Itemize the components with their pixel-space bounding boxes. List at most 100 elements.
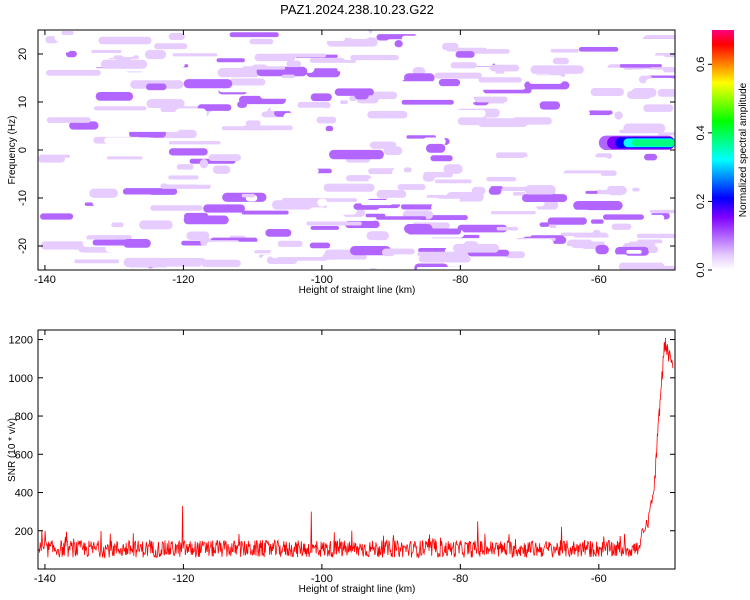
spectrogram-cell xyxy=(365,213,386,218)
spectrogram-cell xyxy=(309,242,331,249)
figure-title: PAZ1.2024.238.10.23.G22 xyxy=(280,2,434,17)
spectrogram-cell xyxy=(621,78,632,87)
spectrogram-cell xyxy=(332,205,358,215)
spectrogram-cell xyxy=(401,99,454,105)
spectrogram-cell xyxy=(100,59,148,69)
spectrogram-cell xyxy=(316,116,337,124)
spectrogram-cell xyxy=(123,257,168,267)
spectrogram-cell xyxy=(229,32,279,38)
spectrogram-cell xyxy=(578,47,619,52)
spectrogram-cell xyxy=(265,228,292,237)
spectrogram-cell xyxy=(529,103,540,110)
spectrogram-cell xyxy=(122,188,178,195)
spectrogram-cell xyxy=(453,244,500,253)
spectrogram-cell xyxy=(550,160,582,166)
spectrogram-cell xyxy=(468,171,510,177)
spectrogram-cell xyxy=(512,239,539,247)
spectrogram-cell xyxy=(40,213,74,220)
spectrogram-cell xyxy=(505,235,518,240)
spectrogram-cell xyxy=(85,116,112,121)
spectrogram-cell xyxy=(269,249,324,259)
spectrogram-cell xyxy=(350,245,391,256)
spectrogram-cell xyxy=(555,248,586,256)
spectrogram-cell xyxy=(217,67,260,78)
snr-x-tick-label: -120 xyxy=(172,573,194,585)
spectrogram-x-tick-label: -80 xyxy=(452,274,468,286)
spectrogram-cell xyxy=(490,41,525,49)
spectrogram-cell xyxy=(360,199,393,206)
spectrogram-cell xyxy=(311,36,345,41)
spectrogram-cell xyxy=(309,131,344,137)
spectrogram-cell xyxy=(365,77,399,82)
spectrogram-cell xyxy=(525,32,534,38)
spectrogram-cell xyxy=(323,183,375,192)
spectrogram-cell xyxy=(349,104,384,109)
spectrogram-y-tick-label: 0 xyxy=(17,147,29,153)
colorbar-ticks: 0.0 0.2 0.4 0.6 xyxy=(695,57,712,278)
spectrogram-cell xyxy=(554,37,562,42)
spectrogram-cell xyxy=(123,238,151,248)
spectrogram-cell xyxy=(471,186,486,195)
spectrogram-cell xyxy=(114,206,134,216)
spectrogram-cell xyxy=(575,142,607,148)
spectrogram-cell xyxy=(316,175,332,181)
spectrogram-cell xyxy=(201,259,241,268)
spectrogram-cell xyxy=(635,38,675,46)
spectrogram-cell xyxy=(477,105,504,109)
spectrogram-cell xyxy=(450,62,477,69)
spectrogram-cell xyxy=(62,57,71,64)
spectrogram-cell xyxy=(550,48,579,53)
spectrogram-cell xyxy=(631,87,657,98)
spectrogram-cell xyxy=(416,267,467,270)
spectrogram-cell xyxy=(644,153,658,161)
spectrogram-cell xyxy=(368,178,401,182)
spectrogram-cell xyxy=(168,141,221,145)
spectrogram-cell xyxy=(385,81,440,90)
spectrogram-cell xyxy=(495,69,505,74)
spectrogram-cell xyxy=(597,75,644,83)
spectrogram-cell xyxy=(354,90,369,100)
spectrogram-cell xyxy=(539,222,550,227)
spectrogram-cell xyxy=(47,225,77,231)
snr-y-ticks: 200 400 600 800 1000 1200 xyxy=(9,335,675,538)
spectrogram-cell xyxy=(657,89,675,97)
spectrogram-cell xyxy=(58,140,71,144)
spectrogram-y-ticks: -20 -10 0 10 20 xyxy=(17,48,675,254)
spectrogram-cell xyxy=(256,216,310,224)
spectrogram-cell xyxy=(325,125,334,132)
spectrogram-cell xyxy=(197,104,232,111)
snr-x-tick-label: -140 xyxy=(34,573,56,585)
spectrogram-cell xyxy=(237,101,247,108)
spectrogram-cell xyxy=(176,164,194,170)
spectrogram-cell xyxy=(368,168,397,175)
spectrogram-cell xyxy=(203,204,245,213)
spectrogram-x-tick-label: -60 xyxy=(591,274,607,286)
spectrogram-cell xyxy=(446,109,486,118)
spectrogram-cell xyxy=(376,216,427,220)
spectrogram-cell xyxy=(54,188,77,198)
spectrogram-cell xyxy=(39,142,51,148)
spectrogram-cell xyxy=(65,50,77,58)
spectrogram-cells xyxy=(38,30,675,270)
spectrogram-cell xyxy=(95,92,134,101)
spectrogram-cell xyxy=(109,194,152,198)
spectrogram-cell xyxy=(602,214,644,220)
colorbar-label: Normalized spectral amplitude xyxy=(738,82,749,217)
spectrogram-cell xyxy=(648,246,659,254)
spectrogram-cell xyxy=(340,100,348,104)
spectrogram-cell xyxy=(310,93,332,102)
snr-x-axis-label: Height of straight line (km) xyxy=(299,584,416,595)
spectrogram-cell xyxy=(307,209,320,215)
spectrogram-cell xyxy=(48,144,72,154)
spectrogram-cell xyxy=(573,234,609,238)
spectrogram-cell xyxy=(619,64,662,68)
spectrogram-cell xyxy=(242,66,286,70)
spectrogram-cell xyxy=(107,156,143,160)
spectrogram-cell xyxy=(547,217,587,225)
spectrogram-cell xyxy=(183,79,233,89)
spectrogram-cell xyxy=(438,79,461,87)
spectrogram-cell xyxy=(144,49,167,60)
spectrogram-cell xyxy=(619,129,657,134)
